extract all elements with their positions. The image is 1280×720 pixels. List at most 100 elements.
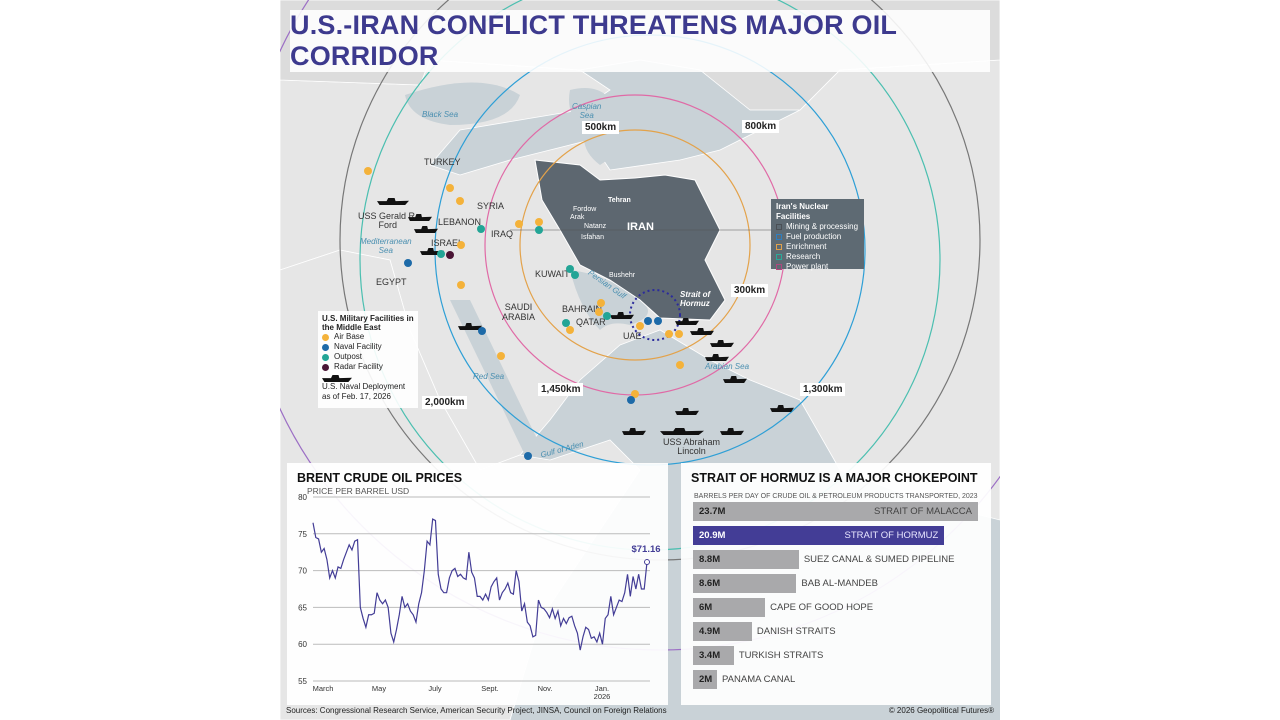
- air-base-dot: [497, 352, 505, 360]
- chokepoint-panel: STRAIT OF HORMUZ IS A MAJOR CHOKEPOINT B…: [681, 463, 991, 705]
- enrichment-icon: [776, 244, 782, 250]
- air-base-dot: [566, 326, 574, 334]
- power-plant-icon: [776, 264, 782, 270]
- y-tick-label: 70: [298, 567, 307, 576]
- outpost-icon: [322, 353, 329, 361]
- ship-icon: [770, 405, 794, 412]
- air-base-dot: [446, 184, 454, 192]
- bar-category: DANISH STRAITS: [756, 626, 836, 637]
- y-tick-label: 60: [298, 640, 307, 649]
- outpost-dot: [437, 250, 445, 258]
- bar-value: 8.8M: [699, 554, 721, 565]
- y-tick-label: 55: [298, 677, 307, 686]
- air-base-dot: [676, 361, 684, 369]
- bar-value: 6M: [699, 602, 713, 613]
- naval-facility-dot: [404, 259, 412, 267]
- ship-icon: [377, 198, 409, 205]
- site-fordow: Fordow: [573, 206, 597, 213]
- ship-icon: [720, 428, 744, 435]
- site-tehran: Tehran: [608, 197, 631, 204]
- ship-icon: [660, 428, 704, 435]
- air-base-dot: [636, 322, 644, 330]
- red-sea: [450, 300, 540, 455]
- range-1300km: 1,300km: [800, 383, 846, 396]
- bar-suez-canal-sumed-pipeline: 8.8M SUEZ CANAL & SUMED PIPELINE: [693, 550, 954, 569]
- label-syria: SYRIA: [477, 201, 505, 211]
- legend-label: Outpost: [334, 352, 363, 361]
- naval-facility-dot: [478, 327, 486, 335]
- label-egypt: EGYPT: [376, 277, 407, 287]
- copyright: © 2026 Geopolitical Futures®: [888, 706, 994, 715]
- x-tick-label: March: [313, 684, 334, 693]
- x-tick-label: May: [372, 684, 386, 693]
- range-300km: 300km: [731, 284, 769, 297]
- legend-label: Mining & processing: [786, 222, 859, 231]
- air-base-dot: [457, 241, 465, 249]
- legend-label: Radar Facility: [334, 362, 383, 371]
- label-bahrain: BAHRAIN: [562, 304, 603, 314]
- x-tick-label: Sept.: [481, 684, 499, 693]
- legend-military-facilities: U.S. Military Facilities in the Middle E…: [318, 311, 418, 408]
- iran: [534, 159, 726, 321]
- legend-nuclear-facilities: Iran's Nuclear Facilities Mining & proce…: [771, 199, 864, 271]
- last-price-point: [644, 559, 650, 566]
- naval-facility-dot: [524, 452, 532, 460]
- label-red-sea: Red Sea: [473, 372, 505, 381]
- ship-icon: [622, 428, 646, 435]
- legend-nuclear-title: Iran's Nuclear Facilities: [776, 202, 829, 221]
- label-iran: IRAN: [627, 221, 654, 233]
- bar-category: TURKISH STRAITS: [738, 650, 824, 661]
- bar-value: 20.9M: [699, 530, 726, 541]
- y-tick-label: 75: [298, 530, 307, 539]
- oil-chart-ylabel: PRICE PER BARREL USD: [307, 486, 410, 496]
- ship-icon: [675, 318, 699, 325]
- legend-item-outpost: Outpost: [322, 352, 414, 362]
- legend-label: Air Base: [334, 332, 365, 341]
- legend-label: Power plant: [786, 262, 829, 271]
- label-kuwait: KUWAIT: [535, 269, 570, 279]
- bar-category: STRAIT OF MALACCA: [873, 506, 972, 517]
- label-saudi-arabia: SAUDI ARABIA: [502, 302, 536, 322]
- label-black-sea: Black Sea: [422, 110, 459, 119]
- legend-item: Enrichment: [776, 242, 859, 252]
- label-strait-of-hormuz: Strait of Hormuz: [680, 290, 711, 308]
- air-base-dot: [456, 197, 464, 205]
- range-1450km: 1,450km: [538, 383, 584, 396]
- ship-icon: [322, 375, 352, 382]
- bar-value: 4.9M: [699, 626, 721, 637]
- ship-icon: [705, 354, 729, 361]
- bar-value: 23.7M: [699, 506, 726, 517]
- chokepoint-subtitle: BARRELS PER DAY OF CRUDE OIL & PETROLEUM…: [694, 493, 978, 500]
- bar-bab-al-mandeb: 8.6M BAB AL-MANDEB: [693, 574, 878, 593]
- air-base-dot: [457, 281, 465, 289]
- label-uae: UAE: [623, 331, 642, 341]
- x-tick-label: 2026: [594, 692, 611, 701]
- bar-category: BAB AL-MANDEB: [801, 578, 878, 589]
- label-uss-ford: USS Gerald R. Ford: [358, 211, 418, 230]
- ship-icon: [408, 214, 432, 221]
- label-mediterranean-sea: Mediterranean Sea: [360, 237, 412, 255]
- sources: Sources: Congressional Research Service,…: [286, 706, 667, 715]
- outpost-dot: [566, 265, 574, 273]
- air-base-dot: [597, 299, 605, 307]
- air-base-dot: [631, 390, 639, 398]
- range-500km: 500km: [582, 121, 620, 134]
- legend-label: Research: [786, 252, 821, 261]
- ship-icon: [690, 328, 714, 335]
- black-sea: [405, 82, 520, 125]
- bar-value: 8.6M: [699, 578, 721, 589]
- bar-category: PANAMA CANAL: [722, 674, 796, 685]
- air-base-dot: [675, 330, 683, 338]
- page-title: U.S.-IRAN CONFLICT THREATENS MAJOR OIL C…: [290, 10, 897, 71]
- bar-category: SUEZ CANAL & SUMED PIPELINE: [803, 554, 955, 565]
- legend-label: Naval Facility: [334, 342, 382, 351]
- outpost-dot: [571, 271, 579, 279]
- range-800km: 800km: [742, 120, 780, 133]
- outpost-dot: [535, 226, 543, 234]
- bar-panama-canal: 2M PANAMA CANAL: [693, 670, 795, 689]
- infographic: U.S.-IRAN CONFLICT THREATENS MAJOR OIL C…: [280, 0, 1000, 720]
- site-arak: Arak: [570, 214, 585, 221]
- legend-item-radar: Radar Facility: [322, 362, 414, 372]
- air-base-icon: [322, 333, 329, 341]
- naval-facility-dot: [627, 396, 635, 404]
